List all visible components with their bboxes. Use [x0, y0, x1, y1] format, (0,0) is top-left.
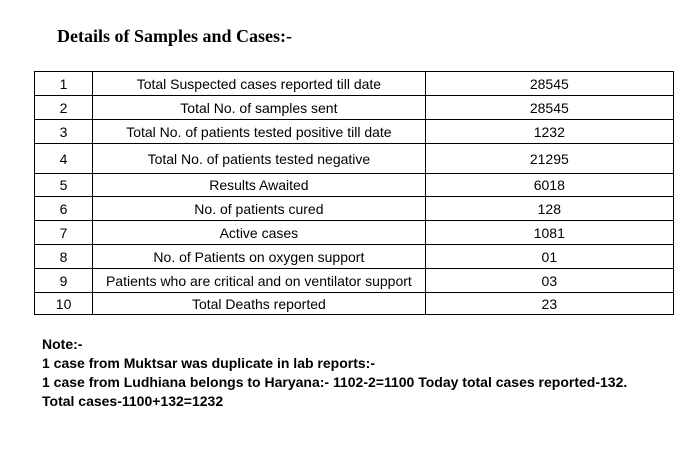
row-label: Total No. of patients tested negative — [92, 143, 426, 174]
serial-number: 3 — [33, 119, 94, 144]
row-value: 03 — [424, 268, 675, 293]
row-label: Total Deaths reported — [92, 292, 426, 315]
table-row: 1 Total Suspected cases reported till da… — [33, 71, 675, 96]
cases-table: 1 Total Suspected cases reported till da… — [33, 71, 675, 315]
table-row: 2 Total No. of samples sent 28545 — [33, 95, 675, 120]
note-title: Note:- — [42, 336, 83, 352]
row-label: No. of Patients on oxygen support — [92, 244, 426, 269]
row-label: Active cases — [92, 220, 426, 245]
table-row: 5 Results Awaited 6018 — [33, 173, 675, 197]
serial-number: 6 — [33, 196, 94, 221]
row-label: Results Awaited — [92, 173, 426, 197]
row-value: 6018 — [424, 173, 675, 197]
table-row: 6 No. of patients cured 128 — [33, 196, 675, 221]
row-label: No. of patients cured — [92, 196, 426, 221]
row-label: Total Suspected cases reported till date — [92, 71, 426, 96]
serial-number: 9 — [33, 268, 94, 293]
table-row: 8 No. of Patients on oxygen support 01 — [33, 244, 675, 269]
row-value: 1232 — [424, 119, 675, 144]
row-value: 01 — [424, 244, 675, 269]
row-value: 21295 — [424, 143, 675, 174]
row-value: 28545 — [424, 95, 675, 120]
row-label: Total No. of patients tested positive ti… — [92, 119, 426, 144]
row-value: 23 — [424, 292, 675, 315]
serial-number: 2 — [33, 95, 94, 120]
table-row: 4 Total No. of patients tested negative … — [33, 143, 675, 174]
serial-number: 5 — [33, 173, 94, 197]
serial-number: 1 — [33, 71, 94, 96]
row-value: 128 — [424, 196, 675, 221]
serial-number: 10 — [33, 292, 94, 315]
page-heading: Details of Samples and Cases:- — [57, 26, 293, 46]
table-row: 10 Total Deaths reported 23 — [33, 292, 675, 315]
note-line: 1 case from Ludhiana belongs to Haryana:… — [42, 374, 628, 390]
note-line: Total cases-1100+132=1232 — [42, 393, 224, 409]
note-line: 1 case from Muktsar was duplicate in lab… — [42, 355, 375, 371]
row-label: Total No. of samples sent — [92, 95, 426, 120]
row-label: Patients who are critical and on ventila… — [92, 268, 426, 293]
table-row: 9 Patients who are critical and on venti… — [33, 268, 675, 293]
serial-number: 8 — [33, 244, 94, 269]
table-row: 3 Total No. of patients tested positive … — [33, 119, 675, 144]
table-row: 7 Active cases 1081 — [33, 220, 675, 245]
note-section: Note:- 1 case from Muktsar was duplicate… — [42, 335, 627, 411]
serial-number: 7 — [33, 220, 94, 245]
serial-number: 4 — [33, 143, 94, 174]
row-value: 1081 — [424, 220, 675, 245]
row-value: 28545 — [424, 71, 675, 96]
